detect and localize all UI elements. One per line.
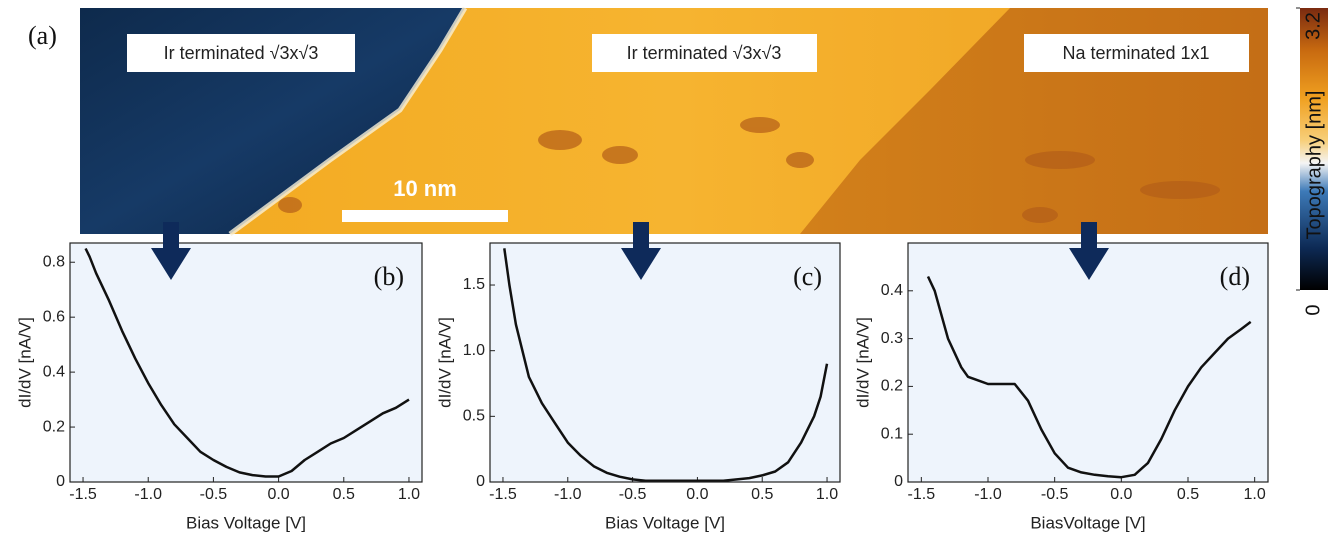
y-tick-label: 1.0 (463, 342, 485, 359)
islands (278, 117, 1220, 223)
panel-label: (c) (793, 262, 822, 291)
x-axis-label: BiasVoltage [V] (1030, 513, 1145, 532)
x-tick-label: -1.0 (554, 486, 582, 503)
x-tick-label: -0.5 (200, 486, 228, 503)
colorbar (1300, 8, 1328, 290)
plot-frame (489, 242, 841, 483)
step-edge (228, 6, 468, 237)
x-tick-label: -1.0 (974, 486, 1002, 503)
y-axis-label: dI/dV [nA/V] (15, 317, 34, 408)
scale-bar-label: 10 nm (393, 176, 457, 201)
y-tick-label: 0.4 (881, 282, 903, 299)
panel-label: (b) (374, 262, 404, 291)
region-label: Na terminated 1x1 (1062, 43, 1209, 63)
y-tick-label: 0.2 (881, 378, 903, 395)
x-tick-label: -0.5 (1041, 486, 1069, 503)
y-tick-label: 0.3 (881, 330, 903, 347)
region-label: Ir terminated √3x√3 (164, 43, 319, 63)
y-tick-label: 0 (476, 473, 485, 490)
y-tick-label: 0.4 (43, 363, 65, 380)
stm-image: Ir terminated √3x√3 Ir terminated √3x√3 … (80, 6, 1268, 237)
x-tick-label: -1.5 (489, 486, 517, 503)
region-label: Ir terminated √3x√3 (627, 43, 782, 63)
x-tick-label: 1.0 (398, 486, 420, 503)
data-line (503, 248, 829, 482)
y-tick-label: 1.5 (463, 276, 485, 293)
x-tick-label: -1.5 (69, 486, 97, 503)
scale-bar (342, 210, 508, 222)
x-tick-label: -0.5 (619, 486, 647, 503)
x-tick-label: 1.0 (1244, 486, 1266, 503)
y-tick-label: 0.8 (43, 253, 65, 270)
x-tick-label: 0.5 (333, 486, 355, 503)
x-tick-label: 0.0 (267, 486, 289, 503)
y-axis-label: dI/dV [nA/V] (853, 317, 872, 408)
x-tick-label: -1.0 (134, 486, 162, 503)
x-tick-label: 0.0 (1110, 486, 1132, 503)
plot-frame (69, 242, 423, 483)
data-line (926, 275, 1252, 479)
y-tick-label: 0.6 (43, 308, 65, 325)
y-tick-label: 0.1 (881, 425, 903, 442)
data-line (84, 247, 410, 478)
x-axis-label: Bias Voltage [V] (186, 513, 306, 532)
y-tick-label: 0.5 (463, 408, 485, 425)
y-axis-label: dI/dV [nA/V] (435, 317, 454, 408)
y-tick-label: 0 (894, 473, 903, 490)
y-tick-label: 0.2 (43, 418, 65, 435)
plot-area (490, 243, 840, 482)
x-tick-label: 0.5 (1177, 486, 1199, 503)
y-tick-label: 0 (56, 473, 65, 490)
x-tick-label: 0.5 (751, 486, 773, 503)
colorbar-label: Topography [nm] (1303, 91, 1325, 240)
colorbar-tick-label: 3.2 (1302, 12, 1324, 40)
x-tick-label: 1.0 (816, 486, 838, 503)
colorbar-tick-label: 0 (1302, 304, 1324, 315)
panel-label: (a) (28, 21, 57, 50)
plot-area (70, 243, 422, 482)
label-box (127, 34, 355, 72)
x-tick-label: 0.0 (686, 486, 708, 503)
panel-label: (d) (1220, 262, 1250, 291)
x-axis-label: Bias Voltage [V] (605, 513, 725, 532)
label-box (1024, 34, 1249, 72)
plot-area (908, 243, 1268, 482)
arrows (151, 222, 1109, 280)
label-box (592, 34, 817, 72)
x-tick-label: -1.5 (908, 486, 936, 503)
